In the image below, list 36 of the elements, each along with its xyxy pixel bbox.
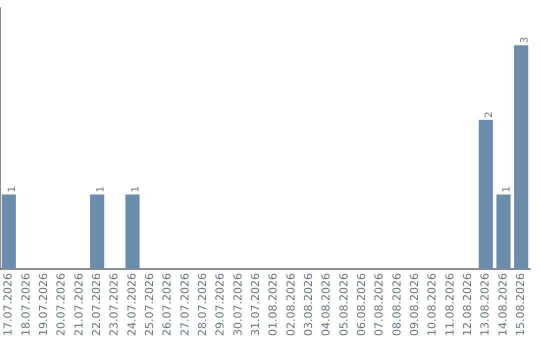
x-tick-label: 01.08.2026 [266, 273, 280, 336]
x-tick-label: 18.07.2026 [19, 273, 32, 336]
data-label: 1 [6, 186, 18, 192]
x-tick-label: 14.08.2026 [496, 273, 510, 336]
x-tick-label: 02.08.2026 [284, 273, 298, 336]
x-tick-label: 29.07.2026 [214, 273, 227, 336]
x-tick-label: 12.08.2026 [461, 273, 474, 336]
x-tick-label: 24.07.2026 [125, 273, 138, 336]
x-tick-label: 11.08.2026 [443, 273, 456, 336]
data-label: 1 [502, 186, 513, 192]
data-label: 1 [95, 186, 106, 192]
x-tick-label: 05.08.2026 [337, 273, 350, 336]
x-tick-label: 20.07.2026 [54, 273, 68, 336]
x-tick-label: 17.07.2026 [2, 273, 15, 336]
x-tick-label: 15.08.2026 [514, 273, 528, 336]
x-tick-label: 03.08.2026 [302, 273, 316, 336]
x-tick-label: 26.07.2026 [160, 273, 174, 336]
x-tick-label: 28.07.2026 [196, 273, 210, 336]
x-tick-label: 13.08.2026 [478, 273, 492, 336]
x-tick-label: 04.08.2026 [320, 273, 333, 336]
x-tick-label: 23.07.2026 [108, 273, 121, 336]
x-tick-label: 08.08.2026 [390, 273, 404, 336]
x-tick-label: 21.07.2026 [72, 273, 86, 336]
data-label: 3 [519, 36, 530, 44]
x-tick-label: 27.07.2026 [178, 273, 192, 336]
data-label: 2 [484, 111, 495, 118]
x-tick-label: 19.07.2026 [37, 273, 50, 336]
x-tick-label: 06.08.2026 [355, 273, 368, 336]
x-tick-label: 07.08.2026 [372, 273, 386, 336]
x-tick-label: 09.08.2026 [408, 273, 422, 336]
x-tick-label: 31.07.2026 [249, 273, 262, 336]
x-tick-label: 30.07.2026 [231, 273, 244, 336]
data-label: 1 [130, 186, 142, 192]
x-tick-label: 25.07.2026 [143, 273, 156, 336]
x-tick-label: 10.08.2026 [426, 273, 439, 336]
x-tick-label: 22.07.2026 [90, 273, 104, 336]
